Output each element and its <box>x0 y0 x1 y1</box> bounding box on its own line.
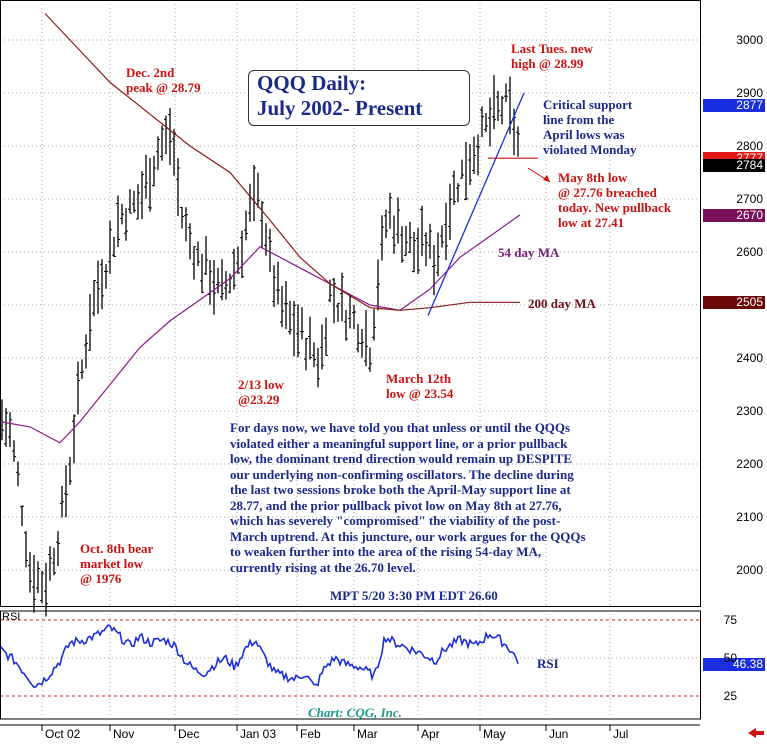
annotation-last-tues-high: Last Tues. new high @ 28.99 <box>511 41 593 71</box>
annotation-line: Last Tues. new <box>511 41 593 56</box>
rsi-label: RSI <box>537 656 559 671</box>
annotation-line: April lows was <box>543 127 625 142</box>
chart-credit: Chart: CQG, Inc. <box>308 705 402 720</box>
rsi-value-badge: 46.38 <box>703 657 765 671</box>
annotation-line: low at 27.41 <box>558 215 625 230</box>
annotation-dec2-peak: Dec. 2nd peak @ 28.79 <box>126 65 201 95</box>
y-tick-label: 2800 <box>736 139 763 153</box>
label-54-day-ma: 54 day MA <box>498 245 560 260</box>
annotation-critical-support: Critical support line from the April low… <box>543 97 637 157</box>
x-tick-label: Dec <box>178 727 200 741</box>
annotation-line: Dec. 2nd <box>126 65 175 80</box>
series-54-day-ma <box>0 214 521 444</box>
annotation-line: peak @ 28.79 <box>126 80 201 95</box>
timestamp-price: MPT 5/20 3:30 PM EDT 26.60 <box>330 588 498 603</box>
annotation-line: Critical support <box>543 97 633 112</box>
annotation-feb13-low: 2/13 low @23.29 <box>238 377 284 407</box>
annotation-line: Oct. 8th bear <box>80 541 154 556</box>
rsi-tick-label: 75 <box>723 613 737 627</box>
annotation-line: low @ 23.54 <box>386 386 454 401</box>
commentary-text: For days now, we have told you that unle… <box>230 420 586 575</box>
price-badge: 2505 <box>703 296 765 310</box>
chart-title: QQQ Daily: <box>257 71 367 95</box>
x-tick-label: Nov <box>113 727 135 741</box>
rsi-panel-border <box>0 610 701 720</box>
annotation-line: May 8th low <box>558 170 628 185</box>
x-tick-label: Jan 03 <box>240 727 277 741</box>
y-tick-label: 2000 <box>736 563 763 577</box>
annotation-line: high @ 28.99 <box>511 56 584 71</box>
x-tick-label: Oct 02 <box>45 727 81 741</box>
annotation-line: violated Monday <box>543 142 637 157</box>
annotation-line: 2/13 low <box>238 377 284 392</box>
annotation-oct8-low: Oct. 8th bear market low @ 1976 <box>80 541 153 586</box>
rsi-tick-label: 50 <box>723 651 737 665</box>
annotation-line: market low <box>80 556 144 571</box>
rsi-tick-label: 25 <box>723 689 737 703</box>
y-tick-label: 2600 <box>736 245 763 259</box>
annotation-may8-low: May 8th low @ 27.76 breached today. New … <box>558 170 671 230</box>
scroll-left-icon-tail <box>756 731 764 735</box>
series-200-day-ma <box>44 13 520 311</box>
annotation-line: today. New pullback <box>558 200 672 215</box>
price-badge: 2877 <box>703 99 765 113</box>
y-tick-label: 2100 <box>736 510 763 524</box>
x-tick-label: Jul <box>613 727 629 741</box>
chart-subtitle: July 2002- Present <box>257 96 423 120</box>
price-panel-border <box>0 0 701 607</box>
label-200-day-ma: 200 day MA <box>528 296 596 311</box>
rsi-panel-tag: RSI <box>2 611 21 623</box>
y-tick-label: 2300 <box>736 404 763 418</box>
may8-arrow-head <box>543 175 550 182</box>
y-tick-label: 2900 <box>736 86 763 100</box>
support-trendline <box>427 92 525 316</box>
x-tick-label: Jun <box>549 727 569 741</box>
rsi-line <box>0 624 519 689</box>
y-tick-label: 2400 <box>736 351 763 365</box>
y-tick-label: 3000 <box>736 33 763 47</box>
annotation-line: March 12th <box>386 371 452 386</box>
annotation-line: line from the <box>543 112 615 127</box>
annotation-march12-low: March 12th low @ 23.54 <box>386 371 453 401</box>
x-tick-label: May <box>483 727 506 741</box>
y-tick-label: 2200 <box>736 457 763 471</box>
price-badge: 2670 <box>703 208 765 222</box>
chart-title-box: QQQ Daily: July 2002- Present <box>248 70 470 126</box>
price-badge: 2784 <box>703 159 765 173</box>
annotation-line: @23.29 <box>238 392 280 407</box>
y-tick-label: 2700 <box>736 192 763 206</box>
x-tick-label: Apr <box>421 727 440 741</box>
x-tick-label: Mar <box>357 727 378 741</box>
annotation-line: @ 1976 <box>80 571 122 586</box>
x-tick-label: Feb <box>300 727 321 741</box>
annotation-line: @ 27.76 breached <box>558 185 657 200</box>
scroll-left-icon <box>748 728 756 738</box>
